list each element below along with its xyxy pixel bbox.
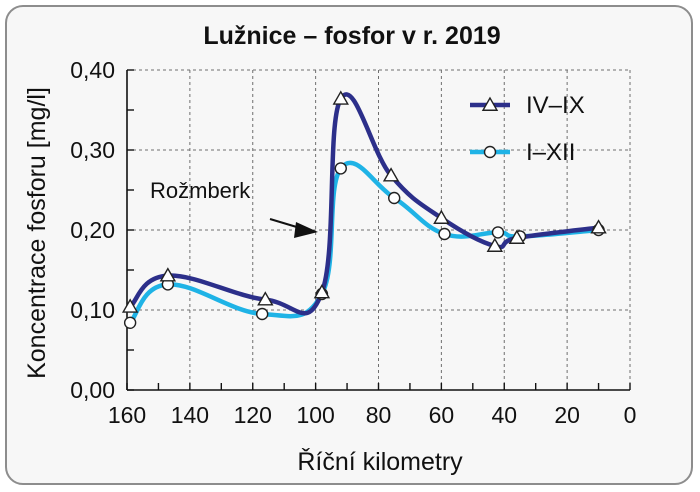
legend-label-i-xii: I–XII (526, 139, 575, 166)
x-tick-label: 60 (429, 402, 455, 428)
series-line-iv-ix (127, 92, 601, 316)
data-point-iv-ix (433, 209, 450, 224)
data-point-iv-ix (313, 283, 331, 299)
data-point-i-xii (491, 226, 505, 239)
x-tick-label: 140 (171, 402, 209, 428)
x-tick-label: 0 (624, 402, 637, 428)
x-tick-label: 160 (108, 402, 146, 428)
x-tick-label: 120 (234, 402, 272, 428)
annotation-text: Rožmberk (150, 178, 251, 203)
series-line-i-xii (127, 160, 601, 326)
legend-marker-iv-ix (481, 96, 499, 111)
x-tick-label: 80 (366, 402, 392, 428)
grid (127, 69, 631, 390)
y-tick-label: 0,10 (70, 297, 115, 323)
x-tick-label: 100 (296, 402, 334, 428)
chart-title: Lužnice – fosfor v r. 2019 (203, 22, 500, 50)
axes: 0,00 0,10 0,20 0,30 0,40 160 140 120 100 80 60 40 20… (70, 57, 636, 428)
data-point-i-xii (334, 162, 347, 175)
data-point-iv-ix (486, 237, 504, 252)
data-point-i-xii (255, 307, 269, 321)
data-point-i-xii (388, 191, 401, 205)
data-point-iv-ix (332, 90, 349, 105)
x-axis-label: Říční kilometry (297, 447, 463, 476)
legend-marker-i-xii (483, 145, 497, 159)
annotation-arrow-line (269, 218, 301, 229)
y-axis-label: Koncentrace fosforu [mg/l] (23, 87, 51, 379)
legend-label-iv-ix: IV–IX (526, 92, 585, 119)
data-point-iv-ix (508, 229, 526, 244)
data-point-iv-ix (257, 291, 274, 306)
data-point-iv-ix (382, 167, 400, 182)
y-tick-label: 0,20 (70, 217, 115, 243)
y-tick-label: 0,00 (70, 377, 115, 403)
annotation-arrow-head (294, 222, 318, 238)
annotation-group: Rožmberk (150, 178, 318, 238)
data-point-iv-ix (159, 267, 177, 282)
series-group (121, 90, 607, 329)
data-point-i-xii (123, 316, 137, 329)
y-tick-label: 0,30 (70, 137, 115, 163)
y-tick-label: 0,40 (70, 57, 115, 83)
data-point-i-xii (438, 227, 451, 241)
x-tick-label: 20 (554, 402, 580, 428)
x-tick-label: 40 (491, 402, 517, 428)
data-point-iv-ix (590, 219, 607, 234)
data-point-iv-ix (121, 298, 139, 313)
legend: IV–IX I–XII (470, 92, 585, 166)
